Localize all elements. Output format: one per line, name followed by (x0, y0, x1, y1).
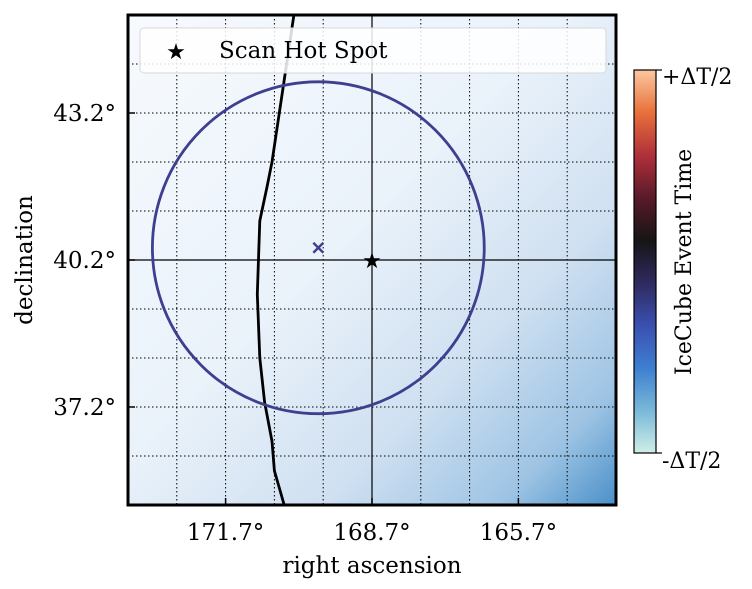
x-tick-label: 165.7° (480, 520, 557, 546)
y-tick-label: 43.2° (53, 101, 116, 127)
markers-group: ★ (312, 241, 382, 274)
contour-line (255, 15, 296, 505)
axis-ticks: 171.7° 168.7° 165.7° 43.2° 40.2° 37.2° (53, 101, 557, 546)
x-tick-label: 168.7° (333, 520, 410, 546)
legend: ★ Scan Hot Spot (139, 27, 607, 74)
y-axis-label: declination (12, 195, 38, 325)
legend-entry-label: Scan Hot Spot (219, 38, 388, 64)
hot-spot-crosshair (128, 15, 616, 505)
colorbar-label: IceCube Event Time (672, 149, 697, 375)
contour-line-group (255, 15, 296, 505)
colorbar: +ΔT/2 -ΔT/2 IceCube Event Time (633, 65, 732, 474)
legend-box (139, 27, 607, 74)
error-circle-group (151, 80, 486, 416)
x-axis-label: right ascension (282, 553, 461, 579)
hot-spot-star-marker: ★ (362, 249, 382, 274)
x-tick-label: 171.7° (187, 520, 264, 546)
legend-star-icon: ★ (166, 40, 186, 65)
error-circle (151, 80, 486, 416)
event-x-stroke (312, 241, 325, 254)
event-x-marker (312, 241, 325, 254)
colorbar-bottom-label: -ΔT/2 (662, 449, 721, 474)
y-tick-label: 40.2° (53, 248, 116, 274)
y-tick-label: 37.2° (53, 395, 116, 421)
colorbar-top-label: +ΔT/2 (662, 65, 732, 90)
colorbar-gradient (633, 69, 657, 454)
